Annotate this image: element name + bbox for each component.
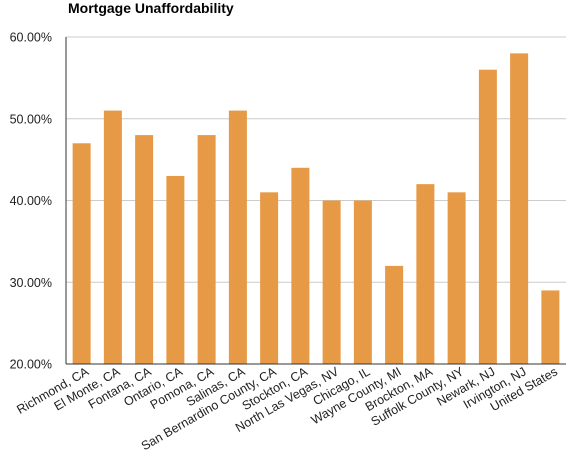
- y-tick-label: 20.00%: [10, 358, 52, 372]
- bar: [447, 192, 466, 364]
- bar: [103, 110, 122, 364]
- bar: [291, 167, 310, 364]
- bar: [416, 184, 435, 364]
- bar: [385, 265, 404, 364]
- y-tick-label: 30.00%: [10, 276, 52, 290]
- bar: [260, 192, 279, 364]
- y-tick-label: 50.00%: [10, 112, 52, 126]
- bar: [353, 200, 372, 364]
- bar: [135, 135, 154, 364]
- bar: [322, 200, 341, 364]
- axes: [65, 37, 566, 365]
- bar: [72, 143, 91, 364]
- y-tick-labels: 20.00% 30.00% 40.00% 50.00% 60.00%: [10, 31, 52, 372]
- bar: [541, 290, 560, 364]
- bar: [510, 53, 529, 364]
- bars: [72, 53, 560, 364]
- bar: [478, 69, 497, 364]
- chart-title: Mortgage Unaffordability: [68, 0, 234, 16]
- y-tick-label: 40.00%: [10, 194, 52, 208]
- bar: [197, 135, 216, 364]
- bar: [228, 110, 247, 364]
- y-tick-label: 60.00%: [10, 31, 52, 45]
- bar: [166, 175, 185, 364]
